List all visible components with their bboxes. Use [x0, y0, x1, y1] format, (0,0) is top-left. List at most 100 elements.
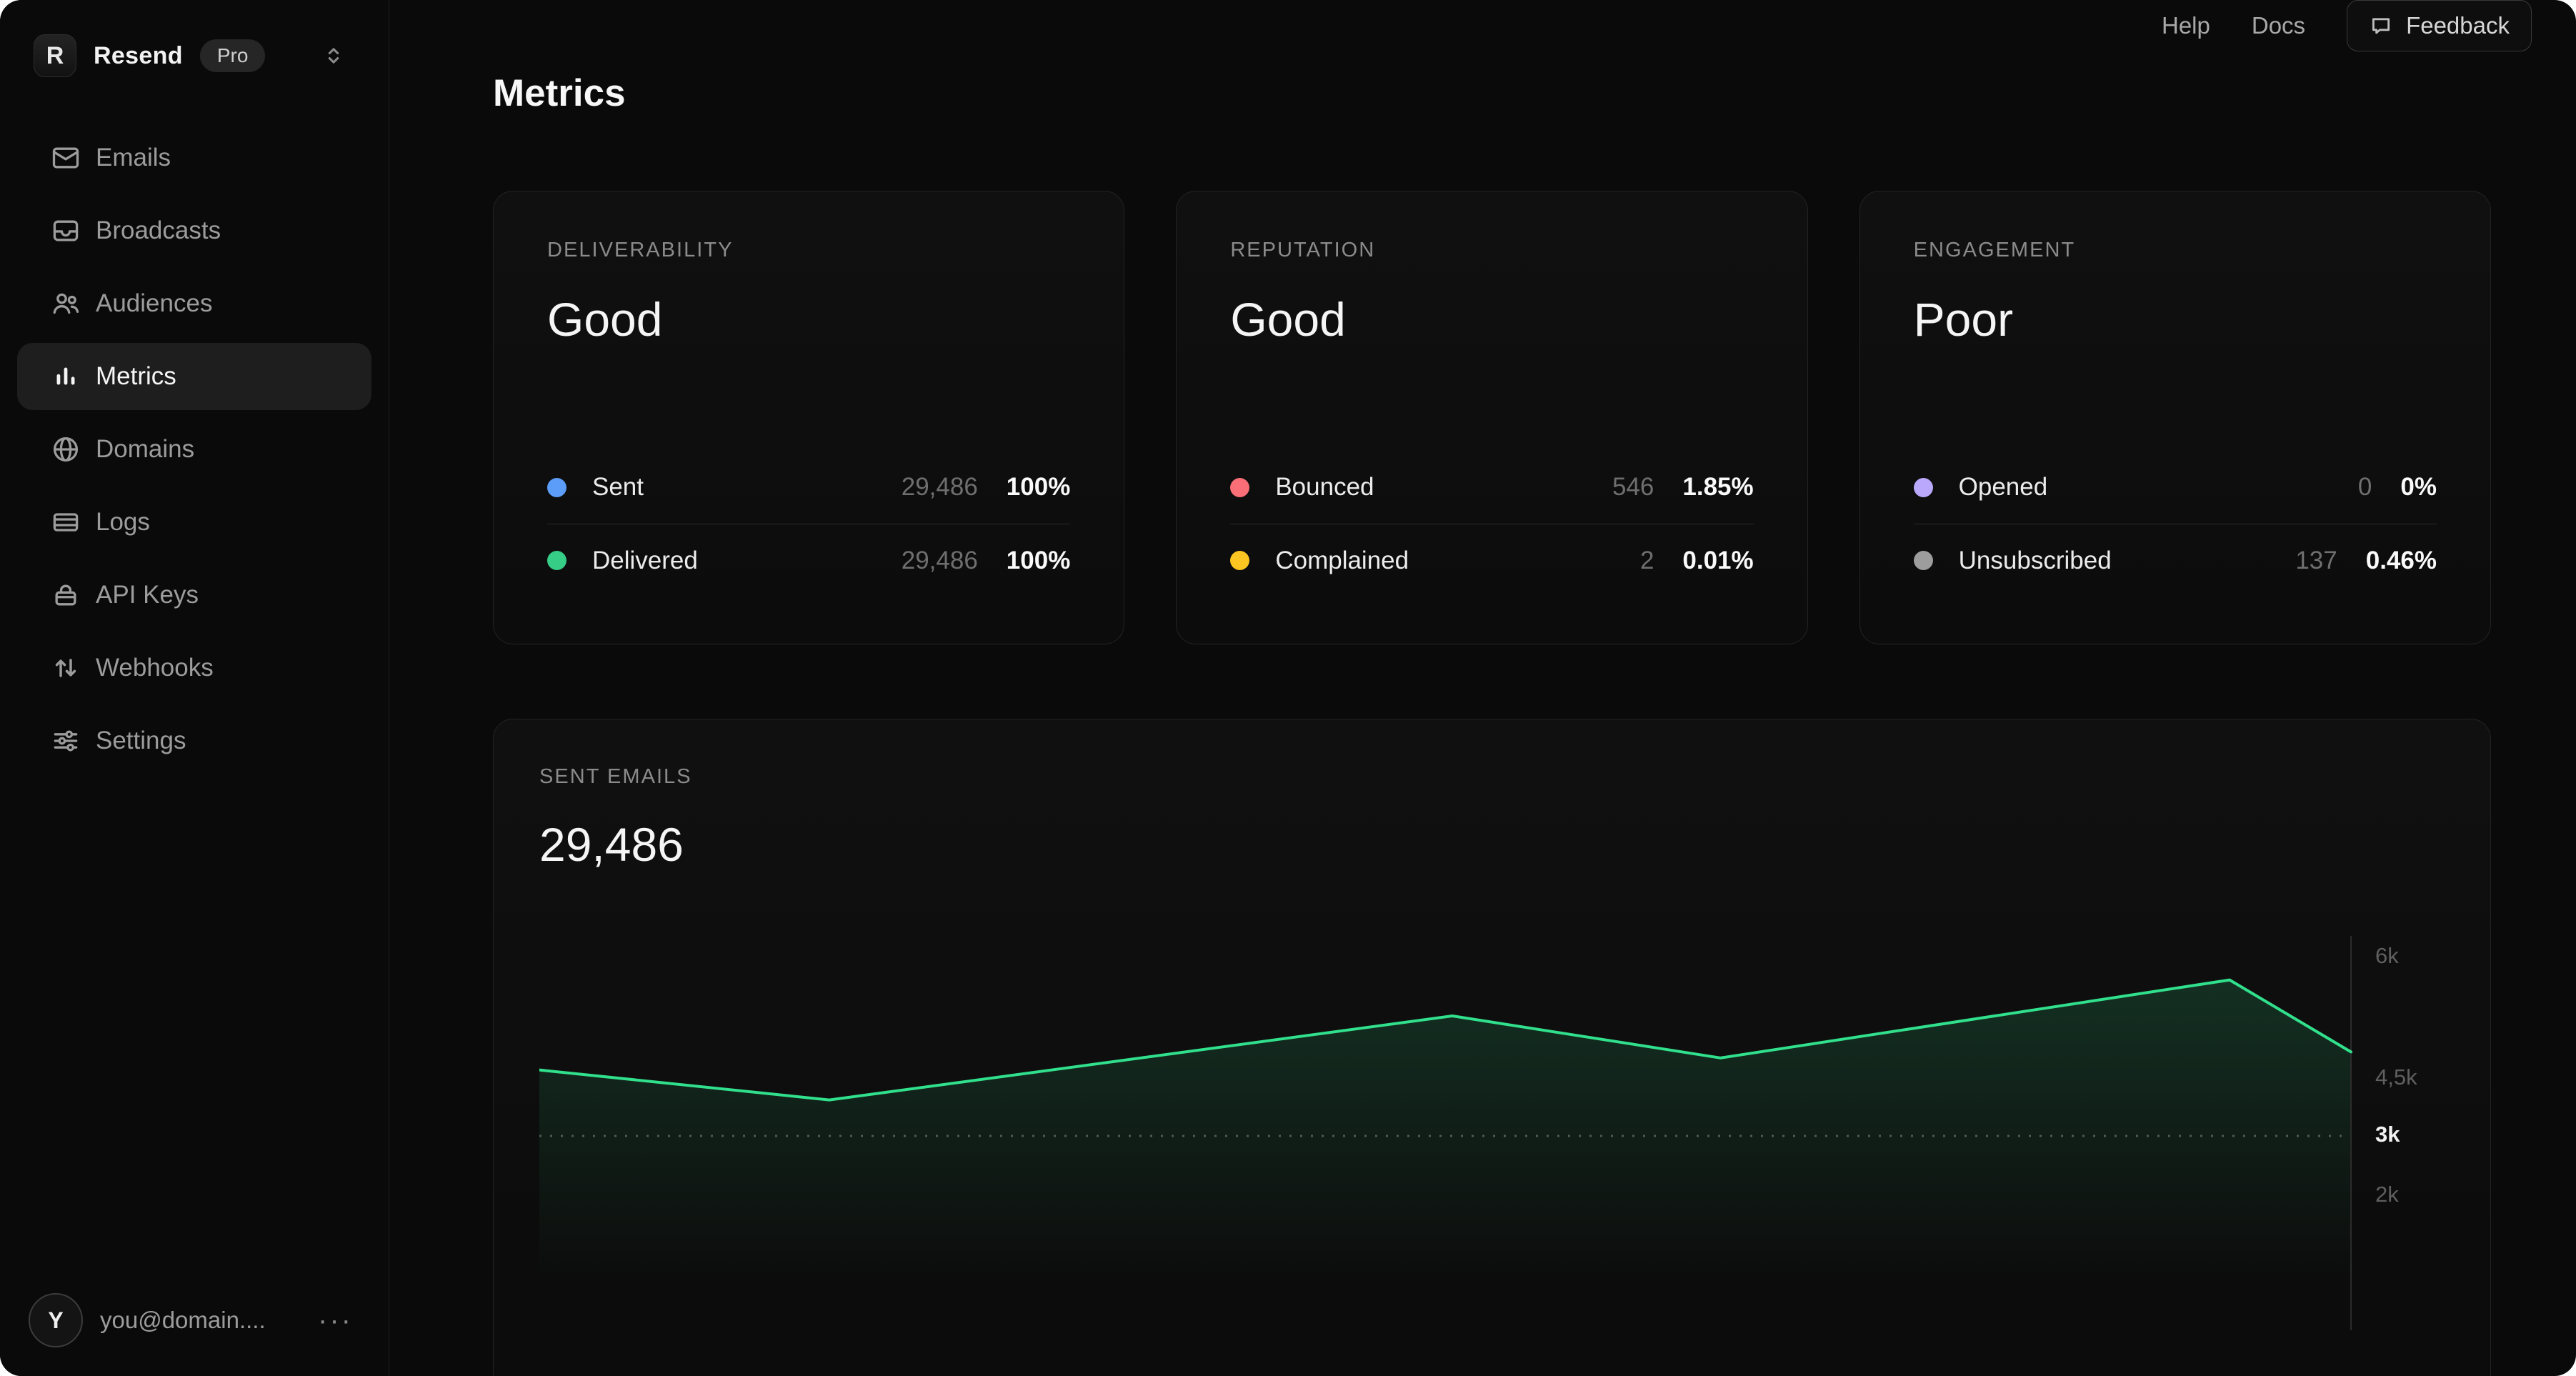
- stat-row-opened: Opened 0 0%: [1913, 452, 2437, 524]
- feedback-label: Feedback: [2406, 12, 2510, 39]
- svg-text:2k: 2k: [2375, 1182, 2399, 1207]
- topbar: Help Docs Feedback: [389, 0, 2576, 51]
- stat-name: Bounced: [1275, 473, 1374, 501]
- stat-value: 2: [1639, 546, 1654, 574]
- plan-badge: Pro: [199, 39, 266, 72]
- sidebar-item-label: Webhooks: [96, 654, 214, 682]
- stat-value: 546: [1612, 473, 1654, 501]
- stat-name: Complained: [1275, 546, 1409, 574]
- stat-name: Delivered: [592, 546, 698, 574]
- deliverability-card: DELIVERABILITY Good Sent 29,486 100% Deli…: [493, 191, 1125, 644]
- stat-value: 137: [2295, 546, 2337, 574]
- inbox-icon: [50, 215, 81, 246]
- sidebar-item-metrics[interactable]: Metrics: [17, 343, 371, 410]
- user-account-row[interactable]: Y you@domain.... ···: [17, 1293, 371, 1347]
- legend-dot: [1230, 551, 1250, 570]
- stat-pct: 0.01%: [1682, 546, 1754, 574]
- stat-value: 29,486: [901, 473, 978, 501]
- card-status: Poor: [1913, 293, 2014, 346]
- sidebar-item-label: API Keys: [96, 581, 199, 609]
- svg-text:4,5k: 4,5k: [2375, 1065, 2417, 1090]
- stat-row-unsubscribed: Unsubscribed 137 0.46%: [1913, 524, 2437, 597]
- lock-icon: [50, 579, 81, 611]
- summary-cards: DELIVERABILITY Good Sent 29,486 100% Deli…: [493, 191, 2491, 644]
- brand-name: Resend: [94, 41, 183, 69]
- legend-dot: [547, 551, 566, 570]
- sidebar-item-broadcasts[interactable]: Broadcasts: [17, 197, 371, 264]
- arrows-up-down-icon: [50, 652, 81, 684]
- sidebar-item-audiences[interactable]: Audiences: [17, 270, 371, 337]
- engagement-card: ENGAGEMENT Poor Opened 0 0% Unsubscribed …: [1859, 191, 2491, 644]
- people-icon: [50, 288, 81, 319]
- sidebar-item-emails[interactable]: Emails: [17, 124, 371, 191]
- legend-dot: [547, 477, 566, 497]
- card-status: Good: [547, 293, 663, 346]
- legend-dot: [1913, 551, 1933, 570]
- stat-row-bounced: Bounced 546 1.85%: [1230, 452, 1754, 524]
- sent-emails-label: SENT EMAILS: [539, 765, 692, 788]
- sidebar: R Resend Pro Emails Broadcasts: [0, 0, 389, 1376]
- resend-logo-icon: R: [34, 34, 76, 77]
- sidebar-item-api-keys[interactable]: API Keys: [17, 562, 371, 629]
- stat-pct: 0%: [2400, 473, 2437, 501]
- stat-pct: 100%: [1006, 473, 1071, 501]
- sidebar-item-label: Metrics: [96, 362, 176, 390]
- sidebar-item-label: Logs: [96, 508, 150, 536]
- sidebar-item-label: Domains: [96, 435, 195, 463]
- divider: [1230, 523, 1754, 524]
- divider: [1913, 523, 2437, 524]
- globe-icon: [50, 434, 81, 465]
- stat-name: Unsubscribed: [1958, 546, 2112, 574]
- sidebar-item-domains[interactable]: Domains: [17, 416, 371, 483]
- stat-row-complained: Complained 2 0.01%: [1230, 524, 1754, 597]
- sent-emails-chart: 6k 4,5k 3k 2k: [539, 930, 2492, 1330]
- avatar-initial: Y: [48, 1307, 64, 1333]
- legend-dot: [1230, 477, 1250, 497]
- logo-letter: R: [46, 42, 64, 69]
- sidebar-item-label: Emails: [96, 144, 171, 171]
- feedback-button[interactable]: Feedback: [2347, 0, 2532, 51]
- content: Metrics DELIVERABILITY Good Sent 29,486 1…: [389, 51, 2576, 1376]
- page-title: Metrics: [493, 72, 626, 114]
- stat-row-delivered: Delivered 29,486 100%: [547, 524, 1070, 597]
- sidebar-nav: Emails Broadcasts Audiences Metrics: [17, 124, 371, 780]
- sent-emails-card: SENT EMAILS 29,486 6k 4,5k 3k 2k: [493, 719, 2491, 1376]
- avatar: Y: [29, 1293, 83, 1347]
- chevron-up-down-icon[interactable]: [321, 44, 346, 68]
- ellipsis-menu-icon[interactable]: ···: [318, 1304, 353, 1336]
- logs-icon: [50, 507, 81, 538]
- speech-bubble-icon: [2372, 18, 2390, 34]
- divider: [547, 523, 1071, 524]
- stat-value: 0: [2357, 473, 2372, 501]
- sidebar-item-webhooks[interactable]: Webhooks: [17, 634, 371, 702]
- card-label: ENGAGEMENT: [1913, 239, 2076, 261]
- user-email: you@domain....: [100, 1307, 266, 1333]
- sidebar-item-label: Broadcasts: [96, 216, 221, 244]
- legend-dot: [1913, 477, 1933, 497]
- stat-row-sent: Sent 29,486 100%: [547, 452, 1070, 524]
- help-link[interactable]: Help: [2162, 12, 2210, 39]
- workspace-switcher[interactable]: R Resend Pro: [17, 34, 371, 77]
- main-area: Help Docs Feedback Metrics DELIVERABILIT…: [389, 0, 2576, 1376]
- sidebar-item-label: Audiences: [96, 289, 213, 317]
- stat-pct: 100%: [1006, 546, 1071, 574]
- docs-link[interactable]: Docs: [2251, 12, 2306, 39]
- reputation-card: REPUTATION Good Bounced 546 1.85% Complai…: [1176, 191, 1808, 644]
- stat-name: Sent: [592, 473, 644, 501]
- sidebar-item-label: Settings: [96, 727, 186, 754]
- stat-pct: 1.85%: [1682, 473, 1754, 501]
- sliders-icon: [50, 725, 81, 757]
- card-label: DELIVERABILITY: [547, 239, 734, 261]
- svg-text:3k: 3k: [2375, 1122, 2400, 1147]
- card-label: REPUTATION: [1230, 239, 1376, 261]
- stat-pct: 0.46%: [2365, 546, 2437, 574]
- sent-emails-total: 29,486: [539, 818, 684, 871]
- sidebar-item-settings[interactable]: Settings: [17, 707, 371, 774]
- envelope-icon: [50, 142, 81, 174]
- sidebar-item-logs[interactable]: Logs: [17, 489, 371, 556]
- stat-name: Opened: [1958, 473, 2048, 501]
- stat-value: 29,486: [901, 546, 978, 574]
- card-status: Good: [1230, 293, 1346, 346]
- svg-text:6k: 6k: [2375, 943, 2399, 968]
